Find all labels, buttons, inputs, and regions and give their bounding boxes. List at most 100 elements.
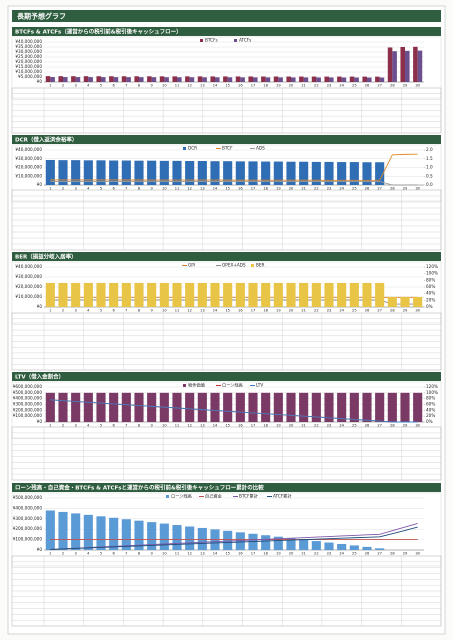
x-tick-label: 26 bbox=[365, 552, 370, 556]
line bbox=[50, 399, 418, 423]
x-tick-label: 12 bbox=[187, 187, 192, 191]
bar bbox=[223, 530, 233, 550]
bar bbox=[189, 77, 195, 82]
bar bbox=[324, 542, 334, 550]
x-tick-label: 21 bbox=[301, 552, 306, 556]
bar bbox=[375, 282, 385, 307]
y-tick-label: ¥600,000,000 bbox=[13, 384, 43, 389]
x-tick-label: 16 bbox=[238, 424, 243, 428]
x-tick-label: 3 bbox=[75, 187, 77, 191]
panel-header bbox=[12, 252, 441, 261]
x-tick-label: 1 bbox=[49, 187, 51, 191]
y2-tick-label: 0.0 bbox=[426, 182, 433, 187]
y-tick-label: ¥10,000,000 bbox=[15, 294, 42, 299]
y-tick-label: ¥400,000,000 bbox=[13, 396, 43, 401]
bar bbox=[126, 77, 131, 82]
x-tick-label: 23 bbox=[327, 309, 332, 313]
x-tick-label: 20 bbox=[289, 187, 294, 191]
x-tick-label: 16 bbox=[238, 84, 243, 88]
bar bbox=[139, 77, 144, 82]
bar bbox=[362, 162, 372, 185]
bar bbox=[210, 282, 220, 307]
bar bbox=[235, 392, 245, 422]
x-tick-label: 28 bbox=[390, 424, 395, 428]
x-tick-label: 4 bbox=[87, 424, 90, 428]
bar bbox=[261, 161, 271, 185]
x-tick-label: 19 bbox=[276, 552, 281, 556]
x-tick-label: 25 bbox=[352, 309, 357, 313]
x-tick-label: 25 bbox=[352, 84, 357, 88]
y2-tick-label: 0% bbox=[426, 419, 433, 424]
bar bbox=[349, 392, 359, 422]
bar bbox=[134, 282, 144, 307]
x-tick-label: 15 bbox=[225, 187, 230, 191]
panel-header bbox=[12, 135, 441, 144]
bar bbox=[109, 76, 114, 82]
y-tick-label: ¥10,000,000 bbox=[15, 69, 42, 74]
x-tick-label: 24 bbox=[339, 552, 344, 556]
x-tick-label: 19 bbox=[276, 309, 281, 313]
bar bbox=[58, 282, 68, 307]
y-tick-label: ¥200,000,000 bbox=[13, 407, 43, 412]
bar bbox=[121, 76, 127, 82]
x-tick-label: 29 bbox=[403, 424, 408, 428]
bar bbox=[299, 392, 309, 422]
bar bbox=[159, 523, 169, 550]
x-tick-label: 15 bbox=[225, 309, 230, 313]
y2-tick-label: 120% bbox=[426, 384, 438, 389]
bar bbox=[45, 510, 55, 550]
bar bbox=[286, 282, 296, 307]
x-tick-label: 17 bbox=[251, 84, 256, 88]
bar bbox=[400, 392, 410, 422]
bar bbox=[324, 282, 334, 307]
x-tick-label: 14 bbox=[213, 552, 218, 556]
bar bbox=[121, 392, 131, 422]
x-tick-label: 24 bbox=[339, 309, 344, 313]
x-tick-label: 15 bbox=[225, 424, 230, 428]
bar bbox=[299, 282, 309, 307]
legend-label: ADS bbox=[256, 146, 265, 151]
x-tick-label: 29 bbox=[403, 309, 408, 313]
bar bbox=[151, 77, 157, 82]
y-tick-label: ¥500,000,000 bbox=[13, 390, 43, 395]
line bbox=[50, 526, 418, 550]
x-tick-label: 27 bbox=[377, 309, 382, 313]
legend-label: BTCFs bbox=[205, 38, 218, 43]
title-bar bbox=[12, 10, 441, 22]
legend-swatch bbox=[166, 495, 169, 498]
bar bbox=[324, 392, 334, 422]
y-tick-label: ¥30,000,000 bbox=[15, 49, 42, 54]
bar bbox=[362, 282, 372, 307]
bar bbox=[291, 77, 296, 82]
x-tick-label: 13 bbox=[200, 309, 205, 313]
page-title: 長期予想グラフ bbox=[17, 12, 66, 21]
y-tick-label: ¥25,000,000 bbox=[15, 54, 42, 59]
x-tick-label: 9 bbox=[151, 187, 154, 191]
y-tick-label: ¥35,000,000 bbox=[15, 44, 42, 49]
x-tick-label: 15 bbox=[225, 552, 230, 556]
x-tick-label: 1 bbox=[49, 552, 51, 556]
x-tick-label: 10 bbox=[162, 187, 167, 191]
x-tick-label: 22 bbox=[314, 424, 319, 428]
bar bbox=[159, 160, 169, 185]
y-tick-label: ¥0 bbox=[37, 79, 43, 84]
x-tick-label: 8 bbox=[138, 309, 141, 313]
x-tick-label: 8 bbox=[138, 424, 141, 428]
y-tick-label: ¥100,000,000 bbox=[13, 413, 43, 418]
bar bbox=[349, 282, 359, 307]
bar bbox=[316, 77, 321, 82]
x-tick-label: 28 bbox=[390, 552, 395, 556]
y-tick-label: ¥0 bbox=[37, 182, 43, 187]
panel-header bbox=[12, 372, 441, 381]
bar bbox=[235, 76, 241, 82]
bar bbox=[83, 282, 93, 307]
x-tick-label: 16 bbox=[238, 309, 243, 313]
bar bbox=[185, 526, 195, 550]
bar bbox=[215, 77, 220, 82]
bar bbox=[71, 513, 81, 550]
x-tick-label: 24 bbox=[339, 424, 344, 428]
bar bbox=[45, 282, 55, 307]
x-tick-label: 10 bbox=[162, 309, 167, 313]
x-tick-label: 18 bbox=[263, 309, 268, 313]
x-tick-label: 17 bbox=[251, 309, 256, 313]
